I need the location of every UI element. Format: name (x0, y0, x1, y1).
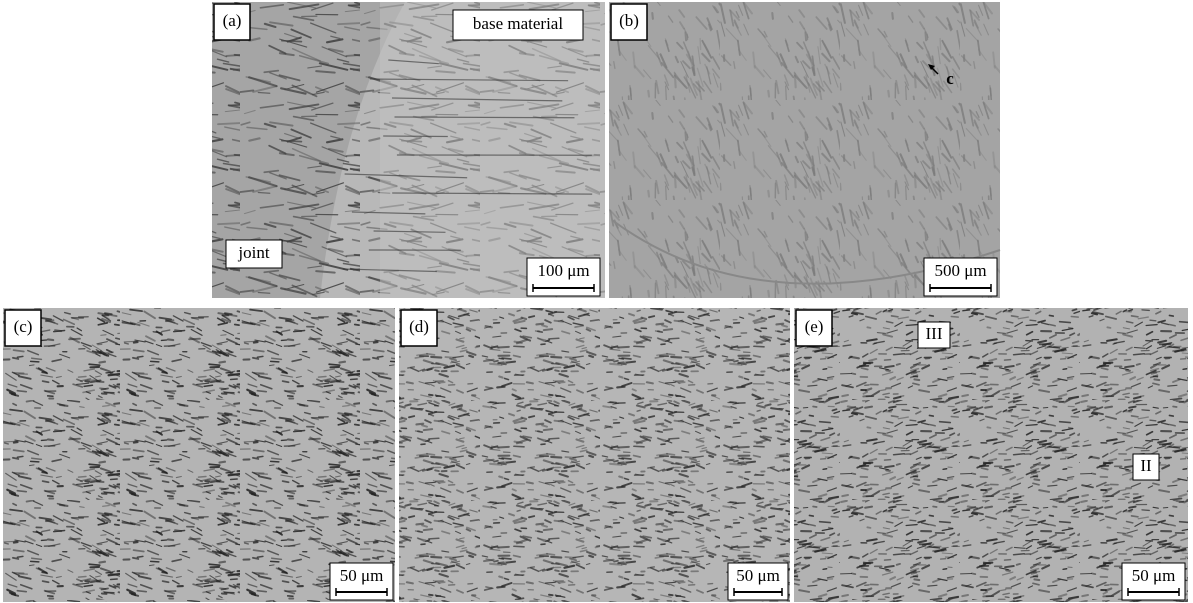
scale-label: 100 μm (537, 261, 589, 280)
figure: (a) base material joint 100 μm (b) c 500 μm (c)… (0, 0, 1193, 603)
scale-label: 50 μm (340, 566, 384, 585)
micrograph (3, 308, 395, 602)
panel-label: (e) (805, 317, 824, 336)
grain-line (394, 117, 574, 118)
annotation: II (1140, 456, 1152, 475)
panel-label: (d) (409, 317, 429, 336)
panel-label: (b) (619, 11, 639, 30)
annotation: base material (473, 14, 563, 33)
micrograph (399, 308, 790, 602)
grain-line (383, 136, 448, 137)
annotation: joint (237, 243, 269, 262)
annotation: III (926, 324, 943, 343)
panel-label: (c) (14, 317, 33, 336)
scale-label: 50 μm (1132, 566, 1176, 585)
scale-label: 50 μm (736, 566, 780, 585)
base-region (380, 2, 605, 298)
panel-label: (a) (223, 11, 242, 30)
scale-label: 500 μm (934, 261, 986, 280)
annotation: c (946, 69, 954, 88)
micrograph (794, 308, 1188, 602)
